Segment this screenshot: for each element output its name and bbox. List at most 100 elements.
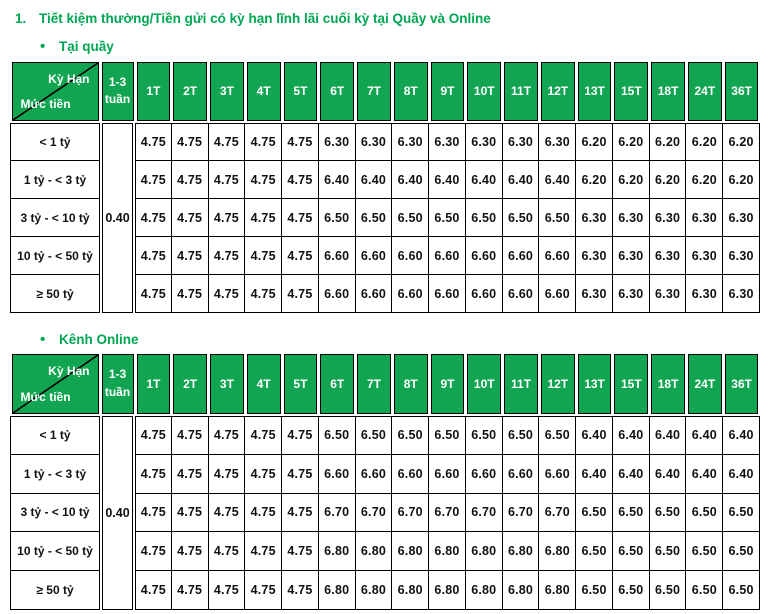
- rate-cell: 6.60: [392, 237, 430, 275]
- section-kenh-online: • Kênh Online: [40, 332, 760, 347]
- rate-cell: 6.80: [355, 532, 393, 572]
- term-header-3t: 3T: [210, 62, 244, 121]
- corner-label-muc-tien: Mức tiền: [20, 389, 71, 404]
- rate-cell: 6.50: [612, 571, 650, 610]
- rate-cell: 6.80: [465, 532, 503, 572]
- term-header-12t: 12T: [540, 354, 575, 414]
- rate-cell: 6.60: [318, 275, 356, 313]
- rate-cell: 6.30: [612, 199, 650, 237]
- rate-cell: 6.50: [686, 571, 724, 610]
- rate-cell: 6.20: [723, 123, 760, 161]
- rate-cell: 6.60: [429, 275, 466, 313]
- rate-cell: 4.75: [245, 275, 283, 313]
- rate-cell: 6.30: [723, 237, 760, 275]
- rate-cell: 6.30: [649, 199, 687, 237]
- rate-cell: 6.80: [318, 532, 356, 572]
- rate-cell: 6.80: [355, 571, 393, 610]
- rate-cell: 4.75: [171, 123, 209, 161]
- section-label-tai-quay: Tại quầy: [59, 39, 114, 54]
- rate-cell: 6.40: [576, 454, 613, 494]
- rate-cell: 6.50: [392, 199, 430, 237]
- corner-label-ky-han: Kỳ Hạn: [48, 72, 90, 86]
- rate-cell: 6.30: [686, 237, 724, 275]
- rate-cell: 6.60: [392, 454, 430, 494]
- term-header-10t: 10T: [467, 62, 502, 121]
- rate-cell: 6.50: [649, 532, 687, 572]
- rate-cell: 4.75: [282, 493, 319, 533]
- rate-cell: 6.30: [465, 123, 503, 161]
- term-header-36t: 36T: [724, 62, 759, 121]
- rate-cell: 4.75: [135, 454, 172, 494]
- rate-cell: 6.40: [649, 416, 687, 455]
- term-header-4t: 4T: [246, 354, 281, 414]
- corner-label-muc-tien: Mức tiền: [20, 96, 71, 111]
- rate-cell: 4.75: [171, 532, 209, 572]
- week-header-line1: 1-3: [108, 74, 127, 89]
- rate-cell: 4.75: [208, 532, 246, 572]
- rate-cell: 6.30: [649, 237, 687, 275]
- rate-cell: 6.70: [429, 493, 466, 533]
- rate-cell: 6.70: [355, 493, 393, 533]
- rate-cell: 6.60: [355, 454, 393, 494]
- rate-cell: 4.75: [282, 416, 319, 455]
- rate-cell: 6.20: [649, 123, 687, 161]
- rate-cell: 4.75: [135, 493, 172, 533]
- term-header-6t: 6T: [320, 62, 355, 121]
- rate-cell: 6.60: [502, 237, 540, 275]
- week-rate-cell: 0.40: [102, 123, 133, 313]
- rate-cell: 6.60: [539, 454, 577, 494]
- rate-cell: 4.75: [208, 275, 246, 313]
- rate-cell: 4.75: [282, 237, 319, 275]
- term-header-12t: 12T: [540, 62, 575, 121]
- term-header-7t: 7T: [357, 62, 391, 121]
- rate-cell: 4.75: [135, 161, 172, 199]
- term-header-2t: 2T: [173, 354, 208, 414]
- term-header-8t: 8T: [393, 62, 428, 121]
- week-column-header: 1-3 tuần: [101, 354, 134, 414]
- rate-cell: 6.50: [723, 532, 760, 572]
- week-header-line2: tuần: [104, 384, 131, 399]
- rate-cell: 6.70: [539, 493, 577, 533]
- rate-cell: 4.75: [171, 493, 209, 533]
- corner-header-cell: Kỳ Hạn Mức tiền: [11, 62, 99, 121]
- rate-cell: 6.40: [723, 454, 760, 494]
- row-label: < 1 tỷ: [10, 416, 100, 455]
- term-header-1t: 1T: [136, 354, 171, 414]
- rate-cell: 6.60: [318, 237, 356, 275]
- rate-cell: 6.40: [502, 161, 540, 199]
- term-header-6t: 6T: [320, 354, 355, 414]
- rate-cell: 6.50: [502, 416, 540, 455]
- rate-cell: 4.75: [171, 416, 209, 455]
- rate-cell: 6.80: [465, 571, 503, 610]
- rate-cell: 4.75: [282, 123, 319, 161]
- rate-cell: 6.50: [539, 199, 577, 237]
- rate-cell: 4.75: [208, 161, 246, 199]
- rate-cell: 4.75: [282, 532, 319, 572]
- rate-cell: 4.75: [208, 416, 246, 455]
- rate-cell: 4.75: [208, 123, 246, 161]
- rate-cell: 6.50: [686, 532, 724, 572]
- rate-cell: 6.50: [649, 493, 687, 533]
- term-header-13t: 13T: [577, 354, 612, 414]
- rate-cell: 4.75: [282, 275, 319, 313]
- corner-label-ky-han: Kỳ Hạn: [48, 364, 90, 378]
- bullet-icon: •: [40, 331, 46, 348]
- rate-cell: 6.50: [576, 571, 613, 610]
- rate-cell: 6.30: [686, 199, 724, 237]
- rate-cell: 6.30: [576, 199, 613, 237]
- row-label: 1 tỷ - < 3 tỷ: [10, 454, 100, 494]
- rate-cell: 4.75: [208, 454, 246, 494]
- rate-cell: 6.40: [429, 161, 466, 199]
- rate-cell: 6.60: [465, 237, 503, 275]
- term-header-9t: 9T: [430, 354, 465, 414]
- rate-cell: 6.40: [539, 161, 577, 199]
- rate-cell: 6.50: [576, 493, 613, 533]
- rate-cell: 6.40: [649, 454, 687, 494]
- term-header-36t: 36T: [724, 354, 759, 414]
- rate-cell: 6.40: [612, 416, 650, 455]
- rate-cell: 4.75: [135, 199, 172, 237]
- rate-cell: 6.50: [429, 416, 466, 455]
- term-header-11t: 11T: [504, 62, 538, 121]
- rate-cell: 6.30: [612, 275, 650, 313]
